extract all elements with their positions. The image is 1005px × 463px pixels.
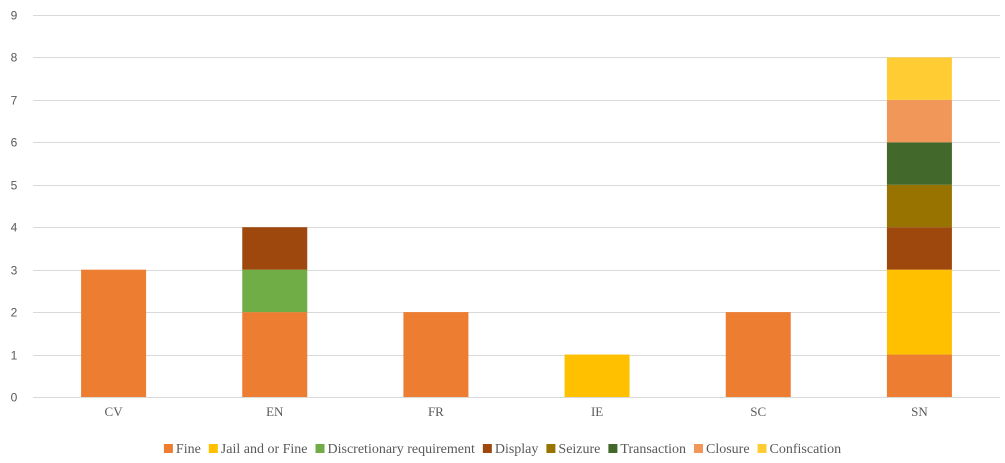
legend-label: Discretionary requirement: [328, 442, 475, 457]
x-category-label: FR: [428, 404, 444, 419]
bar-segment-sn-closure: [886, 99, 952, 143]
x-category-label: CV: [105, 404, 124, 419]
legend-swatch: [315, 444, 325, 453]
legend-swatch: [693, 444, 703, 453]
gridlines: [33, 15, 1000, 398]
legend-label: Confiscation: [770, 442, 842, 457]
legend-item: Closure: [693, 442, 750, 457]
x-category-label: SC: [750, 404, 766, 419]
legend: Fine Jail and or Fine Discretionary requir…: [163, 442, 842, 457]
bar-segment-sn-confiscation: [886, 57, 952, 100]
legend-label: Display: [495, 442, 539, 457]
legend-item: Display: [482, 442, 539, 457]
legend-label: Transaction: [620, 442, 686, 457]
legend-label: Fine: [176, 442, 201, 457]
y-tick-label: 2: [11, 306, 18, 320]
legend-swatch: [163, 444, 173, 453]
bar-segment-sn-fine: [886, 354, 952, 397]
legend-item: Seizure: [546, 442, 600, 457]
x-axis-categories: CV EN FR IE SC SN: [105, 404, 929, 419]
x-category-label: SN: [911, 404, 928, 419]
bar-segment-cv-fine: [81, 269, 147, 397]
y-tick-label: 8: [11, 51, 18, 65]
bar-segment-sn-jail-and-or-fine: [886, 269, 952, 355]
legend-item: Confiscation: [757, 442, 842, 457]
legend-swatch: [608, 444, 618, 453]
legend-item: Jail and or Fine: [208, 442, 308, 457]
legend-label: Jail and or Fine: [221, 442, 308, 457]
legend-item: Transaction: [608, 442, 686, 457]
y-tick-label: 0: [11, 391, 18, 405]
legend-item: Fine: [163, 442, 201, 457]
legend-swatch: [546, 444, 556, 453]
bar-segment-en-display: [242, 227, 308, 270]
legend-swatch: [208, 444, 218, 453]
y-axis-ticks: 0 1 2 3 4 5 6 7 8 9: [11, 9, 18, 405]
bar-segment-ie-jail-and-or-fine: [564, 354, 630, 397]
x-category-label: IE: [591, 404, 603, 419]
bar-segment-en-discretionary-requirement: [242, 269, 308, 313]
bars: [81, 57, 952, 397]
bar-segment-fr-fine: [403, 312, 469, 397]
bar-segment-sc-fine: [725, 312, 791, 397]
bar-segment-sn-seizure: [886, 184, 952, 228]
y-tick-label: 3: [11, 264, 18, 278]
y-tick-label: 6: [11, 136, 18, 150]
y-tick-label: 1: [11, 349, 18, 363]
y-tick-label: 7: [11, 94, 18, 108]
legend-label: Seizure: [558, 442, 600, 457]
legend-label: Closure: [706, 442, 750, 457]
legend-swatch: [757, 444, 767, 453]
legend-item: Discretionary requirement: [315, 442, 475, 457]
y-tick-label: 5: [11, 179, 18, 193]
y-tick-label: 4: [11, 221, 18, 235]
bar-segment-sn-display: [886, 227, 952, 270]
x-category-label: EN: [266, 404, 284, 419]
y-tick-label: 9: [11, 9, 18, 23]
bar-segment-sn-transaction: [886, 142, 952, 185]
bar-segment-en-fine: [242, 312, 308, 397]
legend-swatch: [482, 444, 492, 453]
